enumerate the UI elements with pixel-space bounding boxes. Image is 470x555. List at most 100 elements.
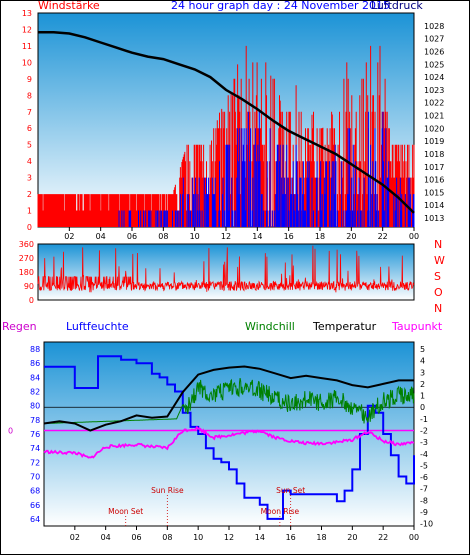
wind-tick-label: 8 xyxy=(27,91,32,100)
wind-tick-label: 6 xyxy=(27,124,32,133)
x-tick-label: 18 xyxy=(316,533,326,542)
pressure-tick-label: 1015 xyxy=(424,188,444,197)
x-tick-label: 18 xyxy=(315,232,325,241)
pressure-tick-label: 1023 xyxy=(424,86,444,95)
direction-tick-label: 360 xyxy=(19,240,34,249)
temperature-tick-label: 4 xyxy=(420,357,425,366)
moon-rise-label: Moon Rise xyxy=(261,507,300,516)
page-title: 24 hour graph day : 24 November 2015 xyxy=(171,0,391,12)
humidity-tick-label: 86 xyxy=(30,359,40,368)
humidity-tick-label: 70 xyxy=(30,472,40,481)
pressure-tick-label: 1014 xyxy=(424,201,444,210)
legend-entry: Taupunkt xyxy=(391,320,443,333)
pressure-tick-label: 1016 xyxy=(424,176,444,185)
temperature-tick-label: 3 xyxy=(420,368,425,377)
plot-area xyxy=(43,341,415,527)
wind-tick-label: 12 xyxy=(22,25,32,34)
x-tick-label: 04 xyxy=(101,533,111,542)
wind-tick-label: 11 xyxy=(22,42,32,51)
x-tick-label: 00 xyxy=(409,232,419,241)
humidity-series xyxy=(44,355,415,520)
x-tick-label: 22 xyxy=(378,232,388,241)
x-tick-label: 10 xyxy=(193,533,203,542)
humidity-tick-label: 76 xyxy=(30,430,40,439)
humidity-tick-label: 82 xyxy=(30,388,40,397)
temperature-tick-label: 0 xyxy=(420,403,425,412)
direction-compass-label: W xyxy=(434,254,445,267)
pressure-tick-label: 1018 xyxy=(424,150,444,159)
temperature-tick-label: 2 xyxy=(420,380,425,389)
temperature-tick-label: -4 xyxy=(420,450,428,459)
x-tick-label: 22 xyxy=(378,533,388,542)
temperature-tick-label: -8 xyxy=(420,496,428,505)
temperature-tick-label: 1 xyxy=(420,392,425,401)
temperature-tick-label: -2 xyxy=(420,427,428,436)
legend-entry: Luftfeuchte xyxy=(66,320,129,333)
x-tick-label: 08 xyxy=(162,533,172,542)
x-tick-label: 14 xyxy=(252,232,262,241)
humidity-tick-label: 64 xyxy=(30,515,40,524)
direction-compass-label: O xyxy=(434,286,443,299)
wind-tick-label: 4 xyxy=(27,157,32,166)
temperature-tick-label: -5 xyxy=(420,461,428,470)
humidity-tick-label: 78 xyxy=(30,416,40,425)
direction-tick-label: 180 xyxy=(19,268,34,277)
x-tick-label: 10 xyxy=(190,232,200,241)
legend-entry: Temperatur xyxy=(312,320,377,333)
pressure-tick-label: 1027 xyxy=(424,35,444,44)
sun-rise-label: Sun Rise xyxy=(151,486,184,495)
direction-tick-label: 90 xyxy=(24,282,34,291)
humidity-tick-label: 88 xyxy=(30,345,40,354)
windchill-series xyxy=(44,378,415,424)
legend-entry: Regen xyxy=(2,320,37,333)
sun-set-label: Sun Set xyxy=(276,486,305,495)
wind-tick-label: 3 xyxy=(27,174,32,183)
wind-pressure-chart: 0123456789101112131013101410151016101710… xyxy=(22,9,445,241)
pressure-tick-label: 1017 xyxy=(424,163,444,172)
pressure-series xyxy=(38,30,415,214)
wind-axis-title: Windstärke xyxy=(38,0,100,12)
x-tick-label: 12 xyxy=(224,533,234,542)
temperature-tick-label: -1 xyxy=(420,415,428,424)
x-tick-label: 14 xyxy=(255,533,265,542)
pressure-tick-label: 1025 xyxy=(424,60,444,69)
direction-tick-label: 0 xyxy=(29,296,34,305)
x-tick-label: 02 xyxy=(64,232,74,241)
temperature-tick-label: -7 xyxy=(420,485,428,494)
x-tick-label: 04 xyxy=(96,232,106,241)
pressure-tick-label: 1019 xyxy=(424,137,444,146)
pressure-tick-label: 1020 xyxy=(424,124,444,133)
pressure-tick-label: 1022 xyxy=(424,99,444,108)
direction-compass-label: N xyxy=(434,302,442,315)
x-tick-label: 06 xyxy=(127,232,137,241)
temperature-tick-label: -6 xyxy=(420,473,428,482)
x-tick-label: 00 xyxy=(409,533,419,542)
x-tick-label: 06 xyxy=(131,533,141,542)
legend-entry: Windchill xyxy=(245,320,295,333)
wind-direction-series xyxy=(37,245,415,293)
temperature-series xyxy=(43,365,414,432)
x-tick-label: 16 xyxy=(284,232,294,241)
temperature-tick-label: 5 xyxy=(420,345,425,354)
wind-gust-series xyxy=(118,111,415,227)
moon-set-label: Moon Set xyxy=(108,507,143,516)
temperature-tick-label: -9 xyxy=(420,508,428,517)
pressure-axis-title: Luftdruck xyxy=(371,0,423,12)
temperature-tick-label: -10 xyxy=(420,520,433,529)
wind-tick-label: 5 xyxy=(27,141,32,150)
pressure-tick-label: 1026 xyxy=(424,47,444,56)
wind-tick-label: 2 xyxy=(27,190,32,199)
pressure-tick-label: 1013 xyxy=(424,214,444,223)
x-tick-label: 12 xyxy=(221,232,231,241)
x-tick-label: 20 xyxy=(346,232,356,241)
wind-tick-label: 10 xyxy=(22,58,32,67)
wind-tick-label: 1 xyxy=(27,207,32,216)
direction-compass-label: S xyxy=(434,270,441,283)
humidity-temperature-chart: Regen Luftfeuchte Windchill Temperatur Taupu… xyxy=(2,320,443,542)
humidity-tick-label: 68 xyxy=(30,487,40,496)
x-tick-label: 16 xyxy=(286,533,296,542)
pressure-tick-label: 1028 xyxy=(424,22,444,31)
humidity-tick-label: 84 xyxy=(30,373,40,382)
plot-area xyxy=(37,243,415,301)
